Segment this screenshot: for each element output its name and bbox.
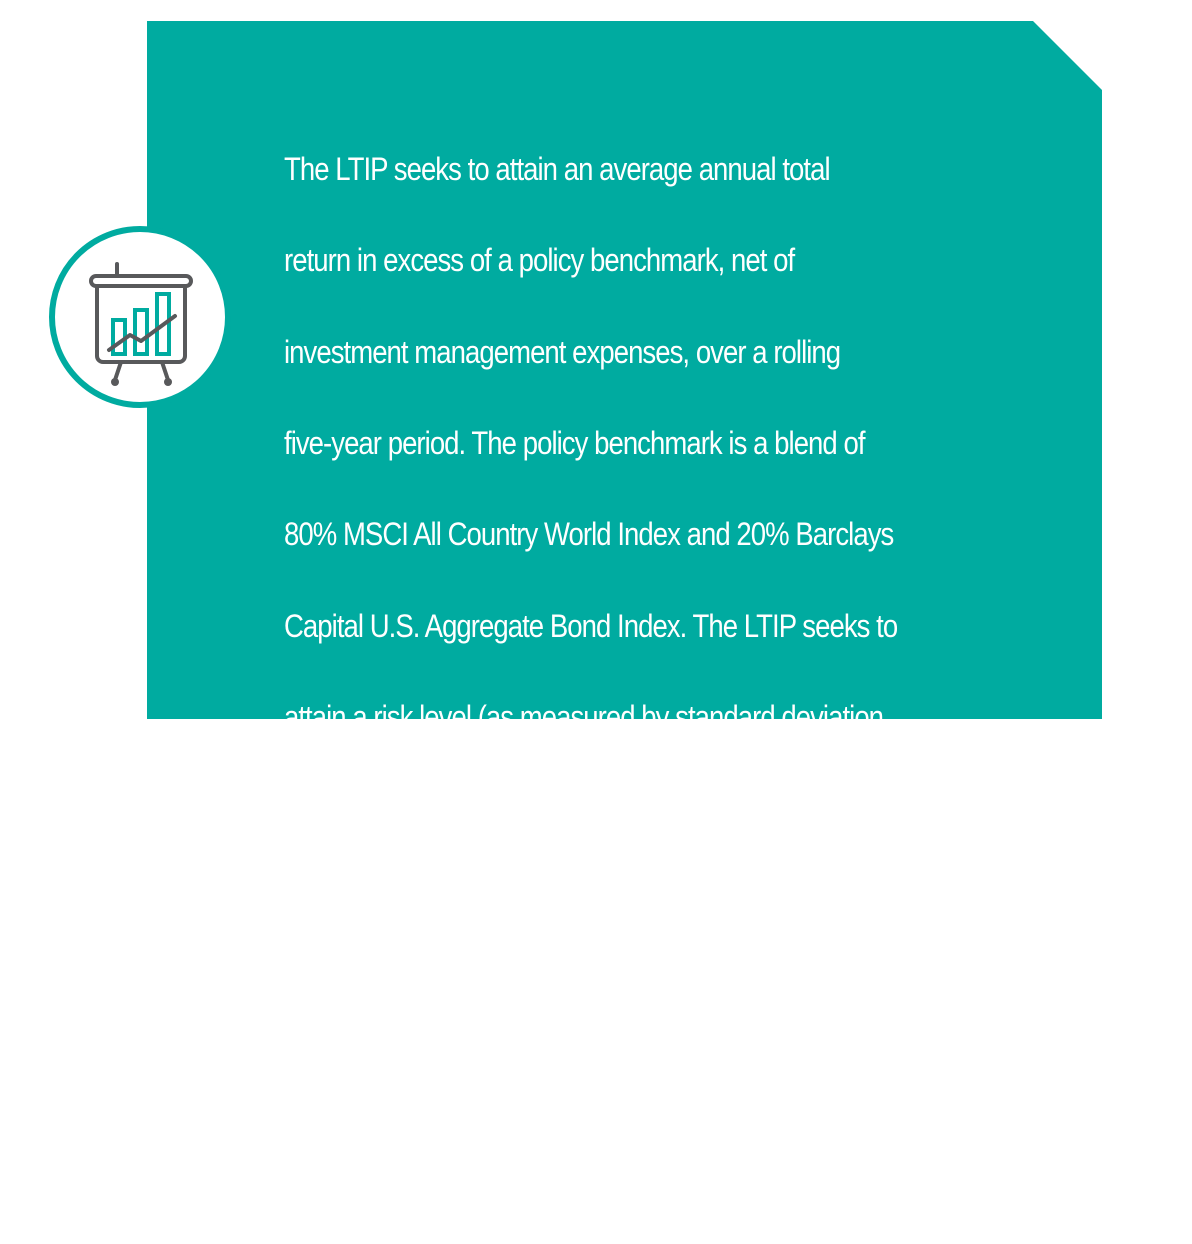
text-line: attain a risk level (as measured by stan…: [284, 699, 884, 736]
text-line: Capital U.S. Aggregate Bond Index. The L…: [284, 607, 898, 644]
ltip-description-paragraph: The LTIP seeks to attain an average annu…: [284, 101, 938, 1244]
teal-callout-panel: [147, 21, 1102, 719]
text-line: adverse or unexpected developments arisi…: [284, 973, 869, 1010]
text-line: The LTIP seeks to attain an average annu…: [284, 150, 831, 187]
icon-badge: [49, 226, 231, 408]
text-line: over a rolling five-year period) at or b…: [284, 790, 863, 827]
text-line: benchmark. The LTIP is diversified to en…: [284, 881, 835, 918]
text-line: security or asset class will not have a …: [284, 1064, 819, 1101]
text-line: five-year period. The policy benchmark i…: [284, 424, 865, 461]
text-line: return in excess of a policy benchmark, …: [284, 242, 795, 279]
text-line: 80% MSCI All Country World Index and 20%…: [284, 516, 894, 553]
text-line: detrimental impact on the entire portfol…: [284, 1156, 743, 1193]
presentation-chart-icon: [89, 262, 193, 386]
text-line: investment management expenses, over a r…: [284, 333, 841, 370]
